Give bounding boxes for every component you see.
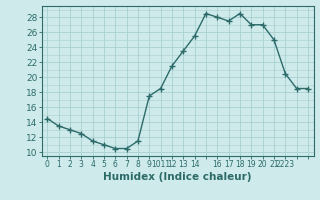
X-axis label: Humidex (Indice chaleur): Humidex (Indice chaleur) — [103, 172, 252, 182]
